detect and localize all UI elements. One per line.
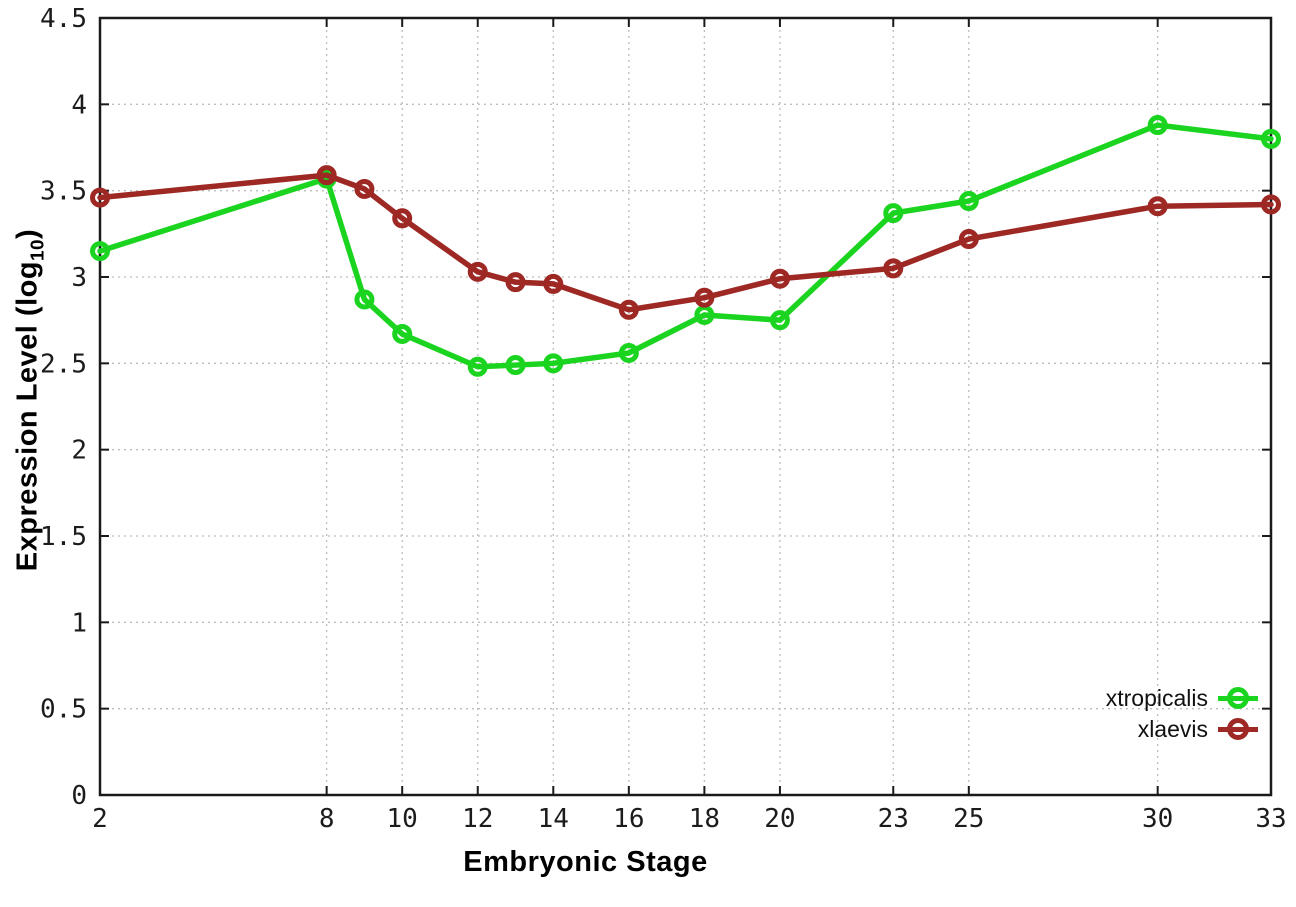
y-tick-label: 4.5 (40, 4, 87, 34)
y-axis-title: Expression Level (log10) (12, 229, 49, 571)
legend-marker-xtropicalis (1218, 686, 1258, 710)
legend: xtropicalis xlaevis (1105, 684, 1258, 742)
x-tick-label: 16 (613, 804, 644, 834)
data-point-xlaevis (769, 268, 790, 289)
x-axis-title: Embryonic Stage (463, 846, 708, 878)
y-tick-label: 3.5 (40, 177, 87, 207)
data-point-xtropicalis (505, 355, 526, 376)
data-point-xtropicalis (90, 241, 110, 262)
x-tick-label: 10 (387, 804, 418, 834)
data-point-xlaevis (694, 287, 715, 308)
data-point-xlaevis (505, 272, 526, 293)
x-tick-label: 14 (538, 804, 569, 834)
y-axis-title-sub: 10 (26, 238, 48, 261)
x-tick-label: 33 (1255, 804, 1286, 834)
data-point-xlaevis (1261, 194, 1281, 215)
legend-label-xtropicalis: xtropicalis (1105, 684, 1208, 711)
data-point-xtropicalis (1261, 128, 1281, 149)
data-point-xtropicalis (618, 342, 639, 363)
data-point-xtropicalis (883, 203, 904, 224)
x-tick-label: 25 (953, 804, 984, 834)
x-tick-label: 30 (1142, 804, 1173, 834)
y-tick-label: 2 (71, 436, 87, 466)
data-point-xlaevis (392, 208, 413, 229)
y-tick-label: 0.5 (40, 695, 87, 725)
data-point-xtropicalis (958, 191, 979, 212)
y-tick-label: 3 (71, 263, 87, 293)
legend-circle-marker-icon (1227, 718, 1249, 740)
x-tick-label: 2 (92, 804, 108, 834)
y-tick-label: 4 (71, 90, 87, 120)
legend-label-xlaevis: xlaevis (1137, 715, 1208, 742)
series-line-xtropicalis (97, 122, 1274, 370)
data-point-xlaevis (958, 229, 979, 250)
y-tick-label: 0 (71, 781, 87, 811)
x-tick-label: 20 (764, 804, 795, 834)
data-point-xlaevis (354, 178, 375, 199)
data-point-xlaevis (1147, 196, 1168, 217)
data-point-xlaevis (90, 187, 110, 208)
y-tick-label: 1 (71, 608, 87, 638)
data-point-xtropicalis (392, 323, 413, 344)
x-tick-label: 8 (319, 804, 335, 834)
data-point-xlaevis (316, 165, 337, 186)
data-point-xlaevis (543, 273, 564, 294)
legend-circle-marker-icon (1227, 687, 1249, 709)
legend-marker-xlaevis (1218, 717, 1258, 741)
data-point-xtropicalis (467, 356, 488, 377)
plot-border (98, 16, 1273, 797)
data-point-xtropicalis (354, 289, 375, 310)
legend-item-xlaevis: xlaevis (1106, 715, 1258, 742)
x-tick-label: 12 (462, 804, 493, 834)
x-tick-label: 18 (689, 804, 720, 834)
data-point-xlaevis (467, 261, 488, 282)
x-tick-label: 23 (878, 804, 909, 834)
data-point-xtropicalis (1147, 115, 1168, 136)
y-axis-title-end: ) (11, 228, 44, 239)
legend-item-xtropicalis: xtropicalis (1105, 684, 1258, 711)
y-axis-title-main: Expression Level (log (11, 260, 44, 572)
y-tick-label: 1.5 (40, 522, 87, 552)
data-point-xlaevis (618, 299, 639, 320)
data-point-xlaevis (883, 258, 904, 279)
data-point-xtropicalis (543, 353, 564, 374)
y-tick-label: 2.5 (40, 349, 87, 379)
data-point-xtropicalis (769, 310, 790, 331)
